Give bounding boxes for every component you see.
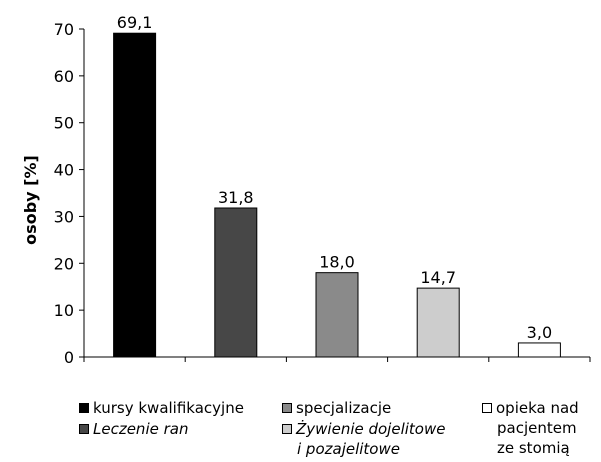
- legend-swatch: [482, 403, 492, 413]
- legend-swatch: [282, 424, 292, 434]
- y-axis-ticks: 0 10 20 30 40 50 60 70: [54, 20, 84, 367]
- legend-item-5: opieka nad pacjentem ze stomią: [482, 398, 579, 458]
- x-axis-ticks: [83, 357, 591, 362]
- bar-2: [214, 207, 258, 358]
- legend-item-2: Leczenie ran: [79, 419, 188, 439]
- data-label: 18,0: [319, 253, 355, 272]
- bars: [113, 32, 561, 358]
- legend-label: ze stomią: [497, 439, 570, 457]
- legend-swatch: [79, 424, 89, 434]
- y-tick-label: 60: [54, 67, 74, 86]
- legend-label: i pozajelitowe: [297, 440, 400, 458]
- bar-4: [416, 287, 460, 358]
- legend-item-4: Żywienie dojelitowe i pozajelitowe: [282, 419, 445, 459]
- legend-label: kursy kwalifikacyjne: [93, 399, 244, 417]
- legend-swatch: [79, 403, 89, 413]
- y-tick-label: 30: [54, 207, 74, 226]
- y-tick-label: 0: [64, 348, 74, 367]
- data-label: 3,0: [527, 323, 552, 342]
- data-label: 31,8: [218, 188, 254, 207]
- bar-3: [315, 272, 359, 358]
- legend-label: Żywienie dojelitowe: [296, 420, 446, 438]
- legend-label: opieka nad: [496, 399, 579, 417]
- bar-5: [517, 342, 561, 358]
- y-axis-label: osoby [%]: [21, 155, 40, 245]
- y-tick-label: 40: [54, 161, 74, 180]
- data-label: 14,7: [420, 268, 456, 287]
- legend-label: pacjentem: [497, 419, 577, 437]
- y-tick-label: 20: [54, 254, 74, 273]
- legend-item-1: kursy kwalifikacyjne: [79, 398, 244, 418]
- y-tick-label: 10: [54, 301, 74, 320]
- legend-label: Leczenie ran: [93, 420, 189, 438]
- y-tick-label: 50: [54, 114, 74, 133]
- data-label: 69,1: [117, 13, 153, 32]
- legend-label: specjalizacje: [296, 399, 392, 417]
- legend-item-3: specjalizacje: [282, 398, 391, 418]
- y-tick-label: 70: [54, 20, 74, 39]
- data-labels: 69,1 31,8 18,0 14,7 3,0: [117, 13, 552, 342]
- bar-1: [113, 32, 157, 358]
- legend-swatch: [282, 403, 292, 413]
